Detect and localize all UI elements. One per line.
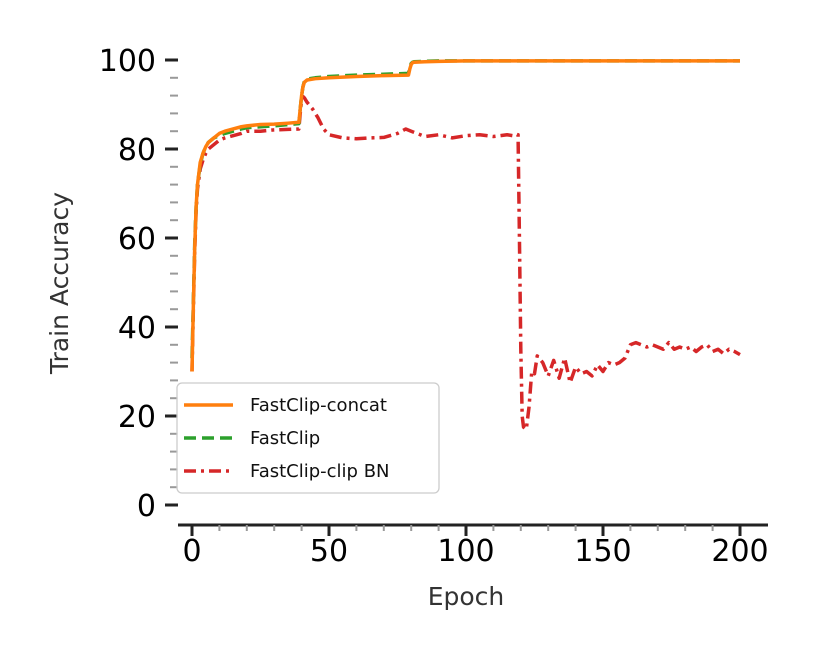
- legend-label-fastclip-concat: FastClip-concat: [250, 395, 387, 416]
- y-tick-label: 40: [118, 311, 156, 346]
- series-line-fastclip: [190, 59, 740, 359]
- plot-area: [190, 59, 741, 432]
- series-line-fastclip-concat: [190, 59, 740, 372]
- x-tick-label: 100: [437, 534, 494, 569]
- y-axis: 0 20 40 60 80 100: [99, 44, 178, 524]
- series-line-fastclip-clip-bn: [190, 94, 741, 432]
- x-tick-label: 150: [574, 534, 631, 569]
- x-tick-label: 200: [711, 534, 768, 569]
- y-tick-label: 80: [118, 133, 156, 168]
- y-tick-label: 0: [137, 489, 156, 524]
- legend-box: [176, 382, 440, 494]
- y-axis-label: Train Accuracy: [45, 192, 74, 375]
- y-tick-label: 20: [118, 400, 156, 435]
- legend-label-fastclip: FastClip: [250, 428, 320, 449]
- x-tick-label: 0: [182, 534, 201, 569]
- legend: FastClip-concat FastClip FastClip-clip B…: [176, 382, 440, 494]
- x-tick-label: 50: [310, 534, 348, 569]
- x-axis: 0 50 100 150 200: [182, 525, 769, 569]
- y-tick-label: 60: [118, 222, 156, 257]
- x-axis-label: Epoch: [428, 582, 505, 611]
- y-tick-label: 100: [99, 44, 156, 79]
- legend-label-fastclip-clip-bn: FastClip-clip BN: [250, 461, 390, 482]
